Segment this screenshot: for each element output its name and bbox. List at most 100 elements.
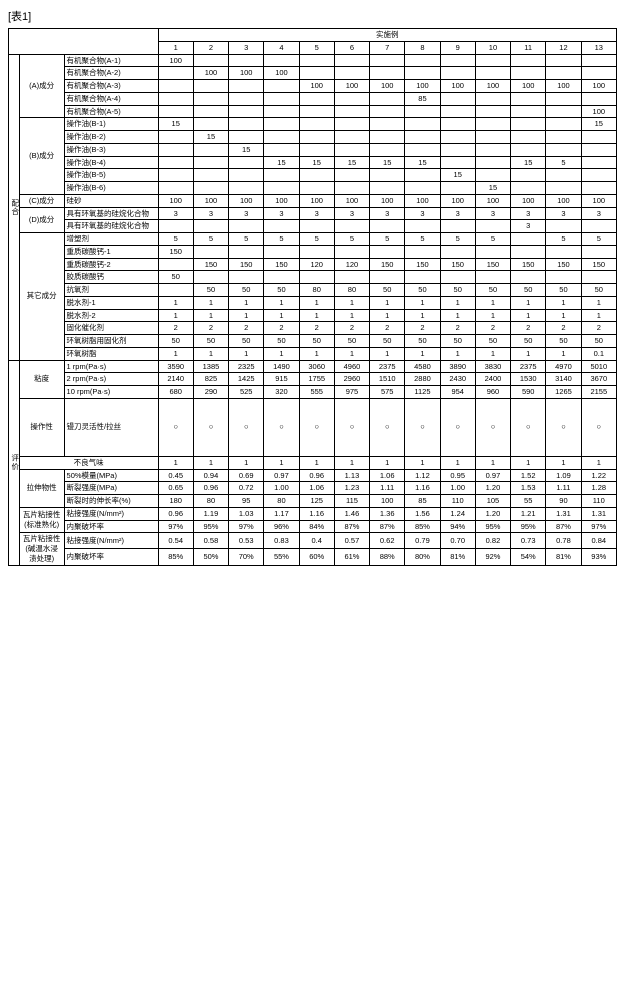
row-label: 10 rpm(Pa·s) (64, 386, 158, 399)
cell: 125 (299, 495, 334, 508)
cell (440, 92, 475, 105)
cell: 3 (511, 220, 546, 233)
cell: 80 (193, 495, 228, 508)
cell: 1 (229, 456, 264, 469)
cell: 0.62 (370, 533, 405, 549)
cell: 50 (405, 284, 440, 297)
cell: 15 (581, 118, 616, 131)
row-label: 有机聚合物(A-3) (64, 80, 158, 93)
cell: 5 (370, 233, 405, 246)
cell (546, 220, 581, 233)
cell: 100 (370, 194, 405, 207)
cell (546, 271, 581, 284)
cell: 320 (264, 386, 299, 399)
cell (158, 92, 193, 105)
cell (475, 131, 510, 144)
cell: 50 (193, 335, 228, 348)
cell: 0.4 (299, 533, 334, 549)
cell: 115 (334, 495, 369, 508)
group-workability: 操作性 (19, 398, 64, 456)
row-label: 内聚破坏率 (64, 549, 158, 565)
cell: 915 (264, 373, 299, 386)
cell (158, 156, 193, 169)
cell: 1 (264, 347, 299, 360)
cell: 1 (229, 347, 264, 360)
cell: 1490 (264, 360, 299, 373)
cell: 150 (581, 258, 616, 271)
cell: 1 (264, 456, 299, 469)
cell: 1 (370, 456, 405, 469)
cell: 1 (264, 309, 299, 322)
cell: 1 (511, 296, 546, 309)
cell: 15 (370, 156, 405, 169)
row-label: 脱水剂-1 (64, 296, 158, 309)
group-d: (D)成分 (19, 207, 64, 233)
cell (440, 67, 475, 80)
cell: 92% (475, 549, 510, 565)
cell (334, 54, 369, 67)
cell: 100 (229, 194, 264, 207)
cell: 1 (405, 347, 440, 360)
cell (229, 105, 264, 118)
cell: 2 (581, 322, 616, 335)
cell (581, 245, 616, 258)
row-label: 有机聚合物(A-1) (64, 54, 158, 67)
cell (299, 271, 334, 284)
cell: 100 (546, 194, 581, 207)
cell (511, 271, 546, 284)
cell: ○ (299, 398, 334, 456)
cell: 85% (158, 549, 193, 565)
cell: 2325 (229, 360, 264, 373)
cell (511, 105, 546, 118)
cell: 150 (511, 258, 546, 271)
cell: 1.23 (334, 482, 369, 495)
cell: 81% (546, 549, 581, 565)
group-a: (A)成分 (19, 54, 64, 118)
cell: 0.79 (405, 533, 440, 549)
cell (405, 220, 440, 233)
cell (299, 245, 334, 258)
cell (405, 54, 440, 67)
cell: 100 (193, 194, 228, 207)
col-13: 13 (581, 41, 616, 54)
cell: 100 (440, 194, 475, 207)
cell: 0.70 (440, 533, 475, 549)
cell (475, 271, 510, 284)
cell (475, 156, 510, 169)
cell: 1.17 (264, 507, 299, 520)
cell: 100 (546, 80, 581, 93)
cell (581, 54, 616, 67)
cell: 50 (581, 284, 616, 297)
cell (405, 118, 440, 131)
group-tile-std: 瓦片粘接性(标准熟化) (19, 507, 64, 533)
cell: ○ (546, 398, 581, 456)
cell: 100 (581, 80, 616, 93)
cell: 1 (475, 456, 510, 469)
cell (546, 92, 581, 105)
cell (229, 271, 264, 284)
cell: 100 (440, 80, 475, 93)
cell: 1.52 (511, 469, 546, 482)
cell (475, 105, 510, 118)
cell: 1 (546, 347, 581, 360)
cell: 0.95 (440, 469, 475, 482)
cell: 0.1 (581, 347, 616, 360)
cell: 525 (229, 386, 264, 399)
cell: 1 (193, 296, 228, 309)
cell (511, 92, 546, 105)
cell: 1 (546, 296, 581, 309)
cell: 1 (299, 309, 334, 322)
cell: 1 (264, 296, 299, 309)
cell: 3670 (581, 373, 616, 386)
cell (334, 245, 369, 258)
row-label: 环氧树脂用固化剂 (64, 335, 158, 348)
section-eval: 评价 (9, 360, 20, 565)
cell (299, 143, 334, 156)
cell: 50 (440, 335, 475, 348)
cell: 84% (299, 520, 334, 533)
cell: 1.53 (511, 482, 546, 495)
cell (511, 169, 546, 182)
cell (475, 143, 510, 156)
row-label: 操作油(B-1) (64, 118, 158, 131)
cell: 50 (546, 284, 581, 297)
